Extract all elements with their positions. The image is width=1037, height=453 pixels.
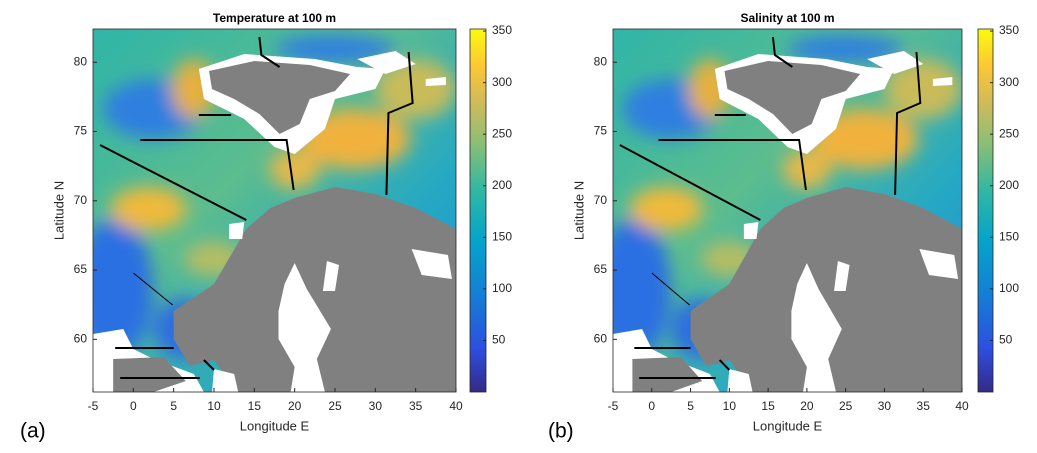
colorbar-tick-label: 300 — [999, 75, 1019, 89]
x-tick-label: 35 — [917, 399, 931, 413]
x-tick-label: -5 — [608, 399, 619, 413]
x-axis-label: Longitude E — [753, 418, 823, 433]
y-tick-label: 75 — [594, 124, 608, 138]
panel-title: Salinity at 100 m — [740, 11, 834, 25]
colorbar-tick-label: 100 — [999, 281, 1019, 295]
colorbar-tick-label: 300 — [492, 75, 512, 89]
map-field — [594, 29, 962, 392]
colorbar-tick-label: 200 — [492, 178, 512, 192]
panel-label: (b) — [548, 420, 574, 443]
x-tick-label: 20 — [800, 399, 814, 413]
map-field — [73, 29, 456, 392]
x-tick-label: 30 — [369, 399, 383, 413]
colorbar-tick-label: 200 — [999, 178, 1019, 192]
colorbar-tick-label: 350 — [492, 23, 512, 37]
x-tick-label: 40 — [449, 399, 463, 413]
y-tick-label: 70 — [74, 193, 88, 207]
axes-frame — [92, 28, 457, 393]
colorbar-tick-label: 150 — [999, 229, 1019, 243]
colorbar-tick-label: 350 — [999, 23, 1019, 37]
y-axis-label: Latitude N — [571, 181, 586, 240]
panel-title: Temperature at 100 m — [213, 11, 336, 25]
colorbar — [469, 28, 487, 393]
x-tick-label: -5 — [88, 399, 99, 413]
axes-frame — [612, 28, 963, 393]
y-axis-label: Latitude N — [51, 181, 66, 240]
x-tick-label: 30 — [878, 399, 892, 413]
x-tick-label: 10 — [207, 399, 221, 413]
x-tick-label: 40 — [955, 399, 969, 413]
colorbar-tick-label: 50 — [999, 333, 1013, 347]
x-tick-label: 15 — [248, 399, 262, 413]
y-tick-label: 65 — [594, 262, 608, 276]
x-tick-label: 35 — [409, 399, 423, 413]
x-tick-label: 25 — [839, 399, 853, 413]
x-tick-label: 0 — [130, 399, 137, 413]
x-tick-label: 15 — [761, 399, 775, 413]
colorbar-tick-label: 250 — [999, 126, 1019, 140]
x-tick-label: 20 — [288, 399, 302, 413]
x-tick-label: 5 — [687, 399, 694, 413]
y-tick-label: 60 — [594, 332, 608, 346]
y-tick-label: 65 — [74, 262, 88, 276]
x-tick-label: 5 — [170, 399, 177, 413]
x-tick-label: 10 — [723, 399, 737, 413]
colorbar-tick-label: 150 — [492, 229, 512, 243]
x-tick-label: 0 — [648, 399, 655, 413]
colorbar-tick-label: 100 — [492, 281, 512, 295]
panel-label: (a) — [20, 420, 46, 443]
y-tick-label: 75 — [74, 124, 88, 138]
y-tick-label: 60 — [74, 332, 88, 346]
y-tick-label: 80 — [74, 54, 88, 68]
x-tick-label: 25 — [328, 399, 342, 413]
x-axis-label: Longitude E — [240, 418, 310, 433]
colorbar-tick-label: 50 — [492, 333, 506, 347]
colorbar — [977, 28, 994, 393]
y-tick-label: 80 — [594, 54, 608, 68]
colorbar-tick-label: 250 — [492, 126, 512, 140]
y-tick-label: 70 — [594, 193, 608, 207]
